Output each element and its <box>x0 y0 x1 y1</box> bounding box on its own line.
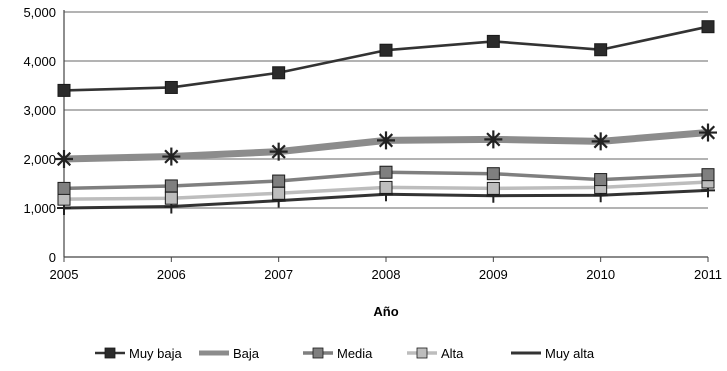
series-muy-baja <box>57 20 715 97</box>
axes <box>63 10 709 262</box>
data-point <box>486 181 500 195</box>
series-alta <box>57 175 715 206</box>
legend-item: Baja <box>199 346 260 361</box>
legend-swatch-marker <box>104 347 116 359</box>
legend-item: Alta <box>407 346 464 361</box>
data-point <box>272 66 286 80</box>
series-lines <box>55 20 717 215</box>
data-point <box>699 123 717 142</box>
series-baja <box>55 123 717 168</box>
tick-labels: 0 1,000 2,000 3,000 4,000 5,000 2005 2006 2007 20… <box>23 5 722 282</box>
x-tick-label: 2006 <box>157 267 186 282</box>
legend-item: Muy baja <box>95 346 183 361</box>
y-tick-label: 4,000 <box>23 54 56 69</box>
legend: Muy baja Baja Media Alta Muy alta <box>95 346 595 361</box>
data-point <box>701 168 715 182</box>
data-point <box>57 192 71 206</box>
x-tick-label: 2010 <box>586 267 615 282</box>
data-point <box>486 167 500 181</box>
series-media <box>57 165 715 195</box>
data-point <box>379 165 393 179</box>
y-tick-label: 0 <box>49 250 56 265</box>
data-point <box>164 191 178 205</box>
legend-label: Media <box>337 346 373 361</box>
y-tick-label: 1,000 <box>23 201 56 216</box>
data-point <box>377 131 395 150</box>
data-point <box>486 34 500 48</box>
data-point <box>57 83 71 97</box>
legend-label: Baja <box>233 346 260 361</box>
data-point <box>379 43 393 57</box>
data-point <box>701 20 715 34</box>
y-tick-label: 3,000 <box>23 103 56 118</box>
legend-item: Media <box>303 346 373 361</box>
data-point <box>484 130 503 149</box>
data-point <box>379 180 393 194</box>
data-point <box>164 179 178 193</box>
x-tick-label: 2008 <box>372 267 401 282</box>
y-tick-label: 2,000 <box>23 152 56 167</box>
data-point <box>55 150 73 168</box>
legend-item: Muy alta <box>511 346 595 361</box>
legend-swatch-marker <box>312 347 324 359</box>
legend-label: Alta <box>441 346 464 361</box>
data-point <box>594 173 608 187</box>
x-axis-title: Año <box>373 304 398 319</box>
y-tick-label: 5,000 <box>23 5 56 20</box>
x-tick-label: 2007 <box>264 267 293 282</box>
x-tick-label: 2011 <box>694 267 722 282</box>
legend-label: Muy baja <box>129 346 183 361</box>
data-point <box>164 80 178 94</box>
data-point <box>57 181 71 195</box>
data-point <box>162 147 181 166</box>
data-point <box>594 43 608 57</box>
x-tick-label: 2009 <box>479 267 508 282</box>
x-tick-label: 2005 <box>50 267 79 282</box>
series-line <box>63 25 709 92</box>
legend-label: Muy alta <box>545 346 595 361</box>
data-point <box>272 174 286 188</box>
data-point <box>269 142 288 161</box>
legend-swatch-marker <box>416 347 428 359</box>
data-point <box>272 186 286 200</box>
data-point <box>591 132 610 151</box>
